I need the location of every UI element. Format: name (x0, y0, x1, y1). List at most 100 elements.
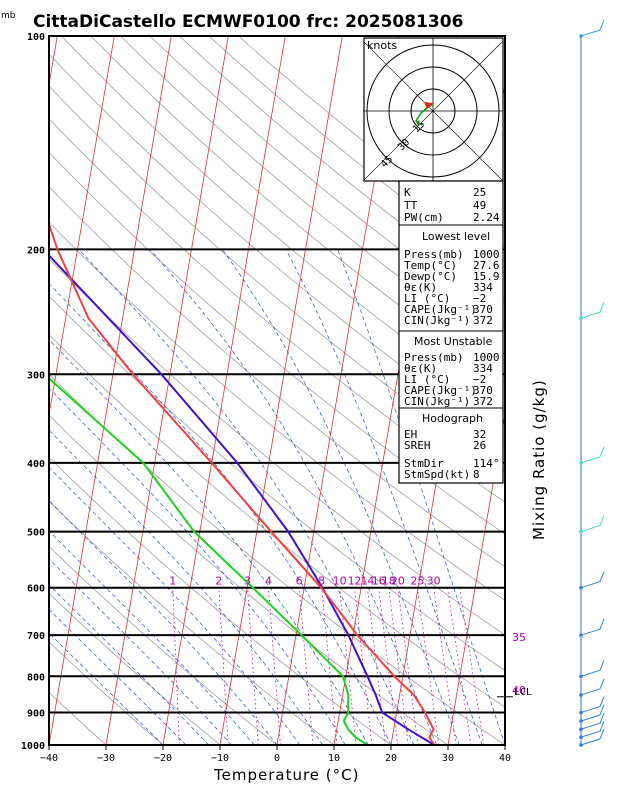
dry-adiabat (49, 295, 505, 672)
temp-tick-label: 30 (442, 753, 454, 764)
lowest-label: CAPE(Jkg⁻¹) (404, 303, 477, 316)
pressure-tick-label: 200 (27, 245, 45, 256)
dry-adiabat (49, 500, 335, 745)
isotherm (105, 36, 229, 745)
idx-k-label: K (404, 186, 411, 199)
mixing-ratio-line (367, 587, 386, 745)
side-axis-label: Mixing Ratio (g/kg) (530, 379, 548, 540)
lowest-label: Press(mb) (404, 248, 464, 261)
unstable-label: θε(K) (404, 362, 437, 375)
mixing-ratio-line (447, 587, 472, 745)
mixing-ratio-label: 18 (382, 575, 396, 588)
dry-adiabat (49, 151, 505, 535)
hodograph-value: 114° (473, 457, 500, 470)
unstable-value: 334 (473, 362, 493, 375)
wind-barb-shaft (580, 730, 601, 738)
wind-barb-flag (599, 618, 605, 630)
lowest-value: 15.9 (473, 270, 500, 283)
unstable-value: 372 (473, 395, 493, 408)
pressure-tick-label: 500 (27, 528, 45, 539)
mixing-ratio-label: 2 (215, 575, 222, 588)
profile-curves (49, 221, 436, 745)
idx-tt-value: 49 (473, 199, 486, 212)
dry-adiabat (49, 186, 505, 568)
dry-adiabat (49, 53, 505, 442)
wind-barb-flag (599, 721, 605, 732)
hodograph-label: StmSpd(kt) (404, 468, 470, 481)
isotherm (219, 36, 343, 745)
hodograph-value: 8 (473, 468, 480, 481)
pressure-axis: 100 200 300 400 500 600 700 800 900 1000 (21, 32, 45, 752)
indices-table: K 25 TT 49 PW(cm) 2.24 Lowest level Pres… (398, 180, 504, 484)
dry-adiabat (61, 36, 505, 412)
pressure-tick-label: 1000 (21, 741, 45, 752)
wind-barb-flag (599, 515, 605, 526)
unstable-label: CAPE(Jkg⁻¹) (404, 384, 477, 397)
idx-tt-label: TT (404, 199, 418, 212)
lowest-value: 372 (473, 314, 493, 327)
wind-barb-shaft (580, 706, 601, 714)
temp-tick-label: 40 (499, 753, 511, 764)
mixing-ratio-label: 25 (410, 575, 424, 588)
moist-adiabat (49, 584, 209, 745)
lowest-value: 27.6 (473, 259, 500, 272)
moist-adiabat (49, 632, 164, 745)
wind-barb-flag (599, 446, 605, 458)
unstable-header: Most Unstable (414, 335, 493, 348)
mixing-ratio-label: 1 (169, 575, 176, 588)
mixing-ratio-label: 6 (296, 575, 303, 588)
dry-adiabat (49, 545, 278, 745)
wind-barb-shaft (580, 628, 601, 636)
mixing-ratio-label: 30 (427, 575, 441, 588)
dry-adiabat (49, 118, 505, 503)
idx-pw-label: PW(cm) (404, 211, 444, 224)
mixing-ratio-label: 14 (360, 575, 374, 588)
storm-motion-marker (424, 102, 434, 109)
wind-barb-shaft (580, 714, 601, 722)
hodograph-units: knots (367, 39, 397, 52)
temperature-curve (49, 221, 436, 745)
moist-adiabat (49, 387, 346, 745)
unstable-value: −2 (473, 373, 486, 386)
dry-adiabat (49, 334, 505, 708)
lowest-label: LI (°C) (404, 292, 450, 305)
hodograph-value: 32 (473, 428, 486, 441)
hodograph-label: StmDir (404, 457, 444, 470)
pressure-tick-label: 300 (27, 370, 45, 381)
lowest-header: Lowest level (422, 230, 490, 243)
unstable-label: LI (°C) (404, 373, 450, 386)
hodograph-value: 26 (473, 439, 486, 452)
idx-pw-value: 2.24 (473, 211, 500, 224)
lowest-value: 334 (473, 281, 493, 294)
hodograph-label: EH (404, 428, 417, 441)
dry-adiabat (49, 85, 505, 472)
temp-tick-label: −40 (40, 753, 58, 764)
wind-barb-flag (599, 301, 605, 313)
dry-adiabat (49, 592, 221, 745)
moist-adiabat (49, 530, 255, 745)
unstable-value: 370 (473, 384, 493, 397)
isotherm (49, 36, 115, 417)
hodograph-label: SREH (404, 439, 431, 452)
mixing-ratio-line (354, 587, 373, 745)
idx-k-value: 25 (473, 186, 486, 199)
mixing-ratio-label: 35 (512, 631, 526, 644)
pressure-tick-label: 700 (27, 631, 45, 642)
mixing-ratio-label: 4 (265, 575, 272, 588)
wind-barb-shaft (580, 311, 601, 319)
wind-barbs (579, 19, 605, 747)
mixing-ratio-line (268, 587, 281, 745)
mixing-ratio-line (172, 587, 180, 745)
wind-barb-shaft (580, 456, 601, 464)
mixing-ratio-line (388, 587, 409, 745)
wind-barb-shaft (580, 581, 601, 589)
mixing-ratio-line (298, 587, 314, 745)
dewpoint-curve (49, 376, 369, 745)
temp-tick-label: −30 (97, 753, 115, 764)
mixing-ratio-label: 10 (333, 575, 347, 588)
x-axis-label: Temperature (°C) (213, 766, 359, 784)
wind-barb-flag (599, 696, 605, 707)
mixing-ratio-line (433, 587, 457, 745)
